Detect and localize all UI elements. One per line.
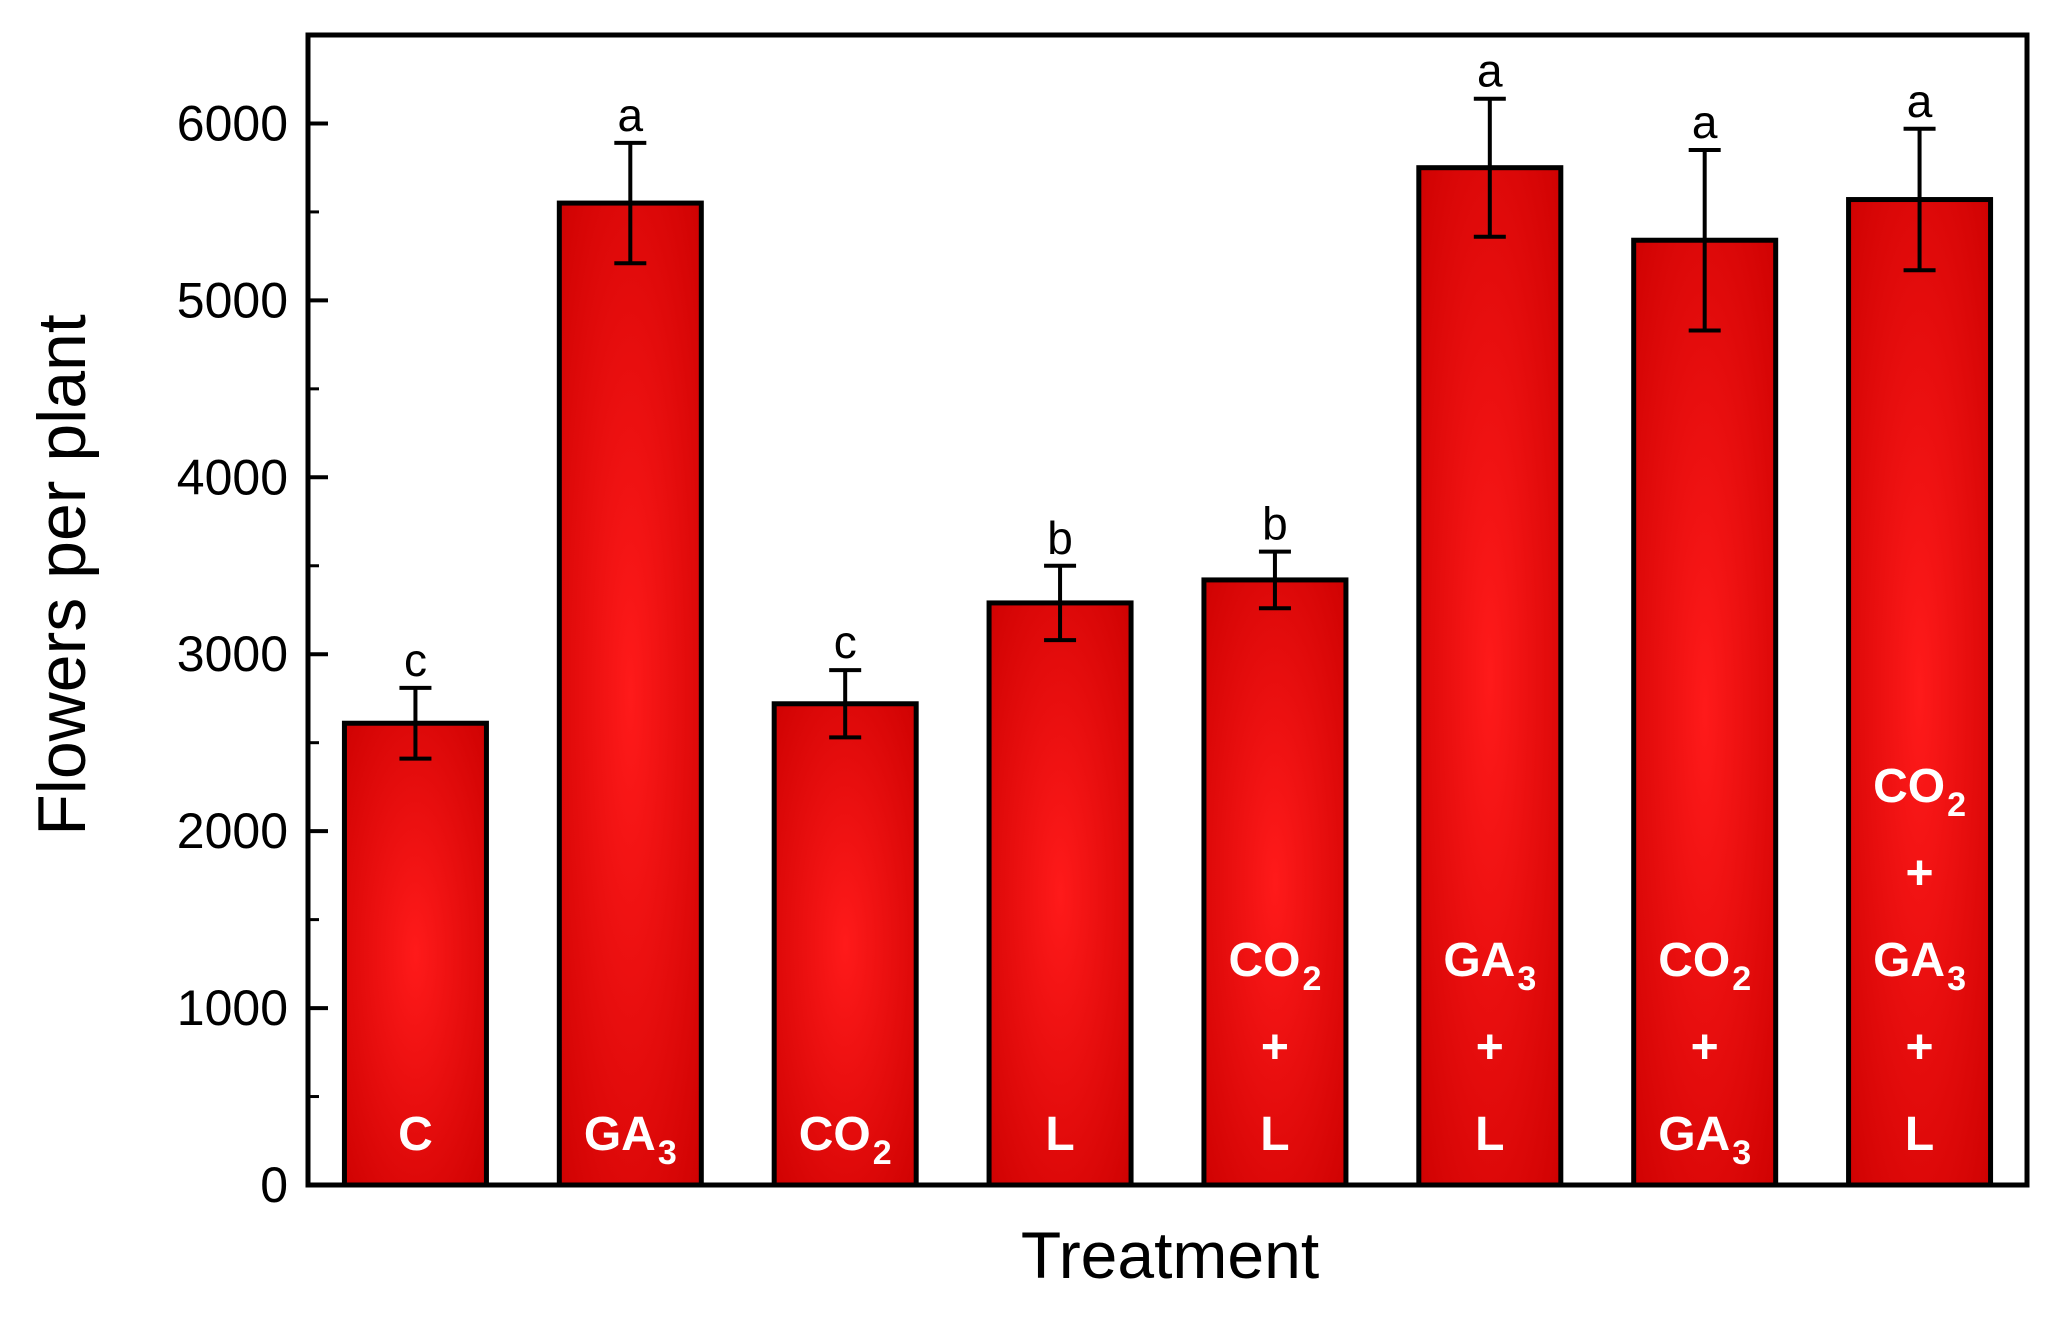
bar-category-label: CO2 — [1228, 934, 1321, 998]
label-segment: CO — [1228, 934, 1300, 987]
significance-letter: a — [1907, 75, 1933, 127]
label-segment: CO — [1658, 934, 1730, 987]
bar — [341, 720, 489, 1188]
y-tick-label: 6000 — [177, 95, 288, 151]
significance-letter: c — [404, 634, 427, 686]
bar-category-label: CO2 — [799, 1108, 892, 1172]
bar-category-label: GA3 — [1443, 934, 1536, 998]
label-subscript: 2 — [1732, 960, 1751, 998]
bar-category-label: + — [1691, 1021, 1719, 1074]
bar — [1416, 165, 1564, 1188]
bar-category-label: GA3 — [1658, 1108, 1751, 1172]
y-tick-label: 3000 — [177, 626, 288, 682]
y-tick-label: 4000 — [177, 449, 288, 505]
significance-letter: c — [834, 616, 857, 668]
label-subscript: 3 — [1732, 1134, 1751, 1172]
label-subscript: 3 — [1947, 960, 1966, 998]
label-segment: + — [1476, 1021, 1504, 1074]
label-segment: CO — [1873, 760, 1945, 813]
bar-category-label: + — [1476, 1021, 1504, 1074]
label-segment: GA — [1443, 934, 1515, 987]
significance-letter: a — [1692, 96, 1718, 148]
bar-category-label: + — [1906, 1021, 1934, 1074]
y-axis-ticks: 0 1000 2000 3000 4000 5000 6000 — [177, 95, 328, 1213]
label-subscript: 2 — [873, 1134, 892, 1172]
label-segment: GA — [584, 1108, 656, 1161]
significance-letter: a — [618, 89, 644, 141]
label-segment: L — [1905, 1108, 1934, 1161]
bar — [986, 600, 1134, 1188]
bar-category-label: L — [1475, 1108, 1504, 1161]
label-subscript: 2 — [1302, 960, 1321, 998]
significance-letter: b — [1262, 498, 1288, 550]
bar — [771, 701, 919, 1188]
bar-category-label: + — [1906, 847, 1934, 900]
plot-border — [305, 32, 2030, 1188]
label-subscript: 3 — [658, 1134, 677, 1172]
label-subscript: 3 — [1517, 960, 1536, 998]
plot-frame — [305, 32, 2030, 1188]
bar — [1201, 577, 1349, 1188]
y-tick-label: 0 — [260, 1157, 288, 1213]
label-segment: C — [398, 1108, 433, 1161]
label-segment: + — [1691, 1021, 1719, 1074]
bar-category-label: L — [1260, 1108, 1289, 1161]
label-segment: L — [1045, 1108, 1074, 1161]
label-segment: GA — [1658, 1108, 1730, 1161]
bar-category-label: C — [398, 1108, 433, 1161]
bar-category-label: + — [1261, 1021, 1289, 1074]
y-tick-label: 5000 — [177, 272, 288, 328]
label-segment: CO — [799, 1108, 871, 1161]
bar-category-label: GA3 — [584, 1108, 677, 1172]
label-segment: L — [1260, 1108, 1289, 1161]
significance-letter: a — [1477, 45, 1503, 97]
bar-category-label: CO2 — [1658, 934, 1751, 998]
bar — [1631, 237, 1779, 1188]
bar — [556, 200, 704, 1188]
label-segment: + — [1261, 1021, 1289, 1074]
label-segment: GA — [1873, 934, 1945, 987]
label-segment: L — [1475, 1108, 1504, 1161]
bar-category-label: CO2 — [1873, 760, 1966, 824]
label-segment: + — [1906, 847, 1934, 900]
significance-letter: b — [1047, 512, 1073, 564]
label-subscript: 2 — [1947, 786, 1966, 824]
y-tick-label: 1000 — [177, 980, 288, 1036]
x-axis-label: Treatment — [1021, 1218, 1319, 1292]
label-segment: + — [1906, 1021, 1934, 1074]
y-axis-label: Flowers per plant — [24, 314, 100, 836]
bar-category-label: L — [1905, 1108, 1934, 1161]
y-tick-label: 2000 — [177, 803, 288, 859]
bar-category-label: L — [1045, 1108, 1074, 1161]
bar-category-label: GA3 — [1873, 934, 1966, 998]
bars-layer: cCaGA3cCO2bLbCO2+LaGA3+LaCO2+GA3aCO2+GA3… — [341, 45, 1994, 1188]
